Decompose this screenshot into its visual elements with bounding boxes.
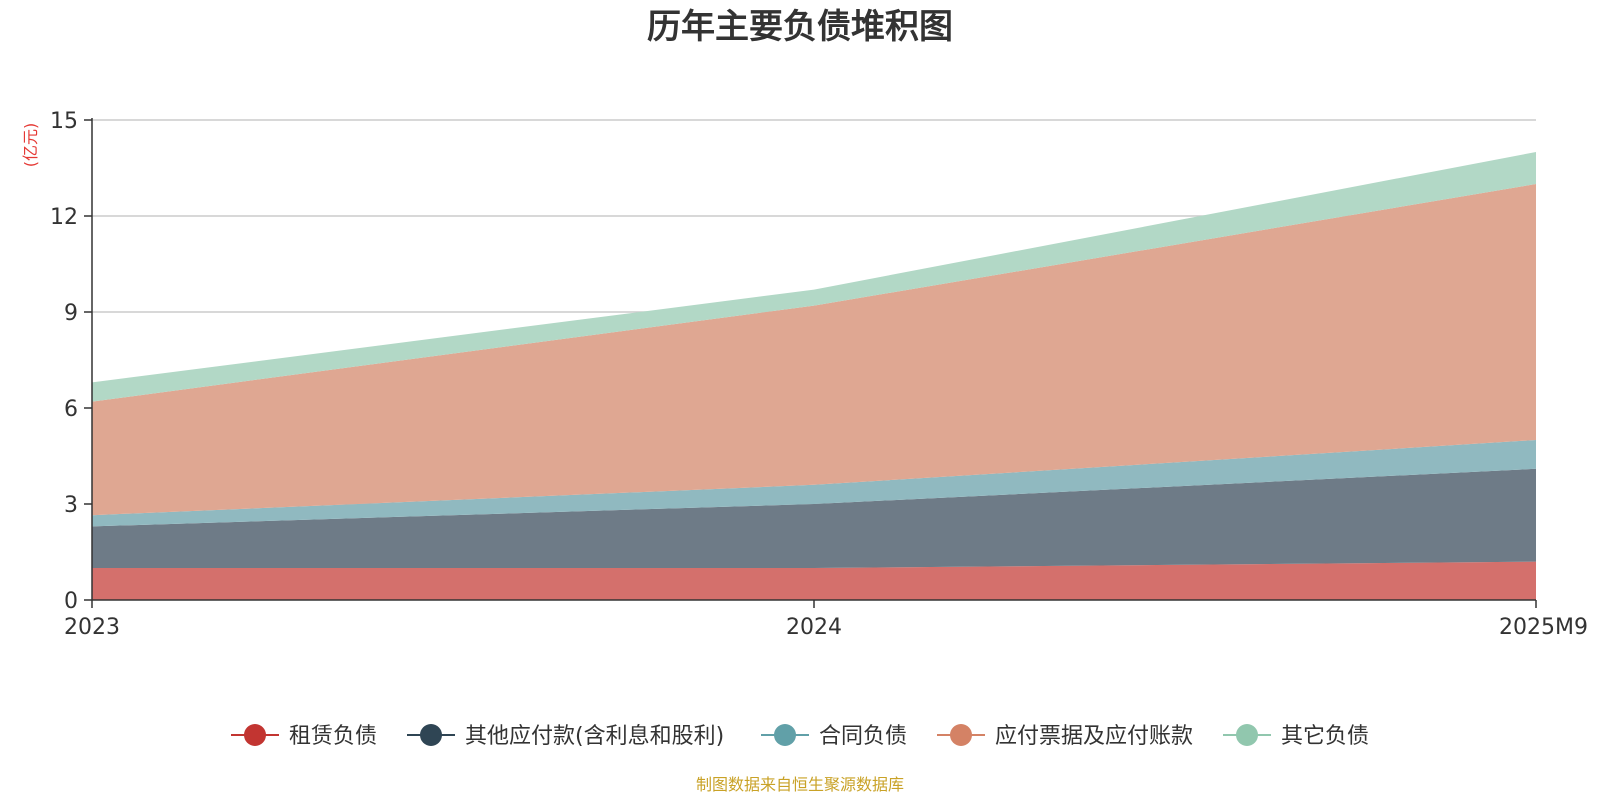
legend-label: 合同负债 (819, 724, 907, 749)
x-tick-label: 2023 (64, 615, 120, 640)
y-tick-label: 9 (64, 301, 78, 326)
area-其他应付款(含利息和股利) (92, 468, 1536, 568)
y-tick-label: 12 (50, 205, 78, 230)
legend-label: 租赁负债 (289, 724, 377, 749)
legend-item[interactable]: 合同负债 (761, 724, 907, 749)
legend-marker (420, 724, 442, 746)
axes: 0 3 6 9 12 15 2023 2024 2025M9 (50, 109, 1588, 640)
legend-marker (244, 724, 266, 746)
legend-item[interactable]: 其他应付款(含利息和股利) (407, 724, 724, 749)
y-tick-label: 15 (50, 109, 78, 134)
legend-label: 其他应付款(含利息和股利) (465, 724, 724, 749)
y-tick-label: 0 (64, 589, 78, 614)
legend-marker (950, 724, 972, 746)
area-租赁负债 (92, 561, 1536, 600)
legend-marker (1236, 724, 1258, 746)
area-其它负债 (92, 152, 1536, 402)
y-axis-unit: (亿元) (21, 123, 40, 168)
x-tick-label: 2024 (786, 615, 842, 640)
legend-item[interactable]: 租赁负债 (231, 724, 377, 749)
area-应付票据及应付账款 (92, 184, 1536, 516)
legend-item[interactable]: 应付票据及应付账款 (937, 724, 1193, 749)
legend: 租赁负债 其他应付款(含利息和股利) 合同负债 应付票据及应付账款 其它负债 (231, 724, 1369, 749)
area-合同负债 (92, 440, 1536, 527)
legend-label: 其它负债 (1281, 724, 1369, 749)
area-series (92, 152, 1536, 600)
x-tick-label: 2025M9 (1499, 615, 1588, 640)
legend-marker (774, 724, 796, 746)
legend-label: 应付票据及应付账款 (995, 724, 1193, 749)
legend-item[interactable]: 其它负债 (1223, 724, 1369, 749)
y-tick-label: 6 (64, 397, 78, 422)
data-source-note: 制图数据来自恒生聚源数据库 (696, 775, 904, 794)
chart-title: 历年主要负债堆积图 (647, 7, 953, 47)
y-tick-label: 3 (64, 493, 78, 518)
